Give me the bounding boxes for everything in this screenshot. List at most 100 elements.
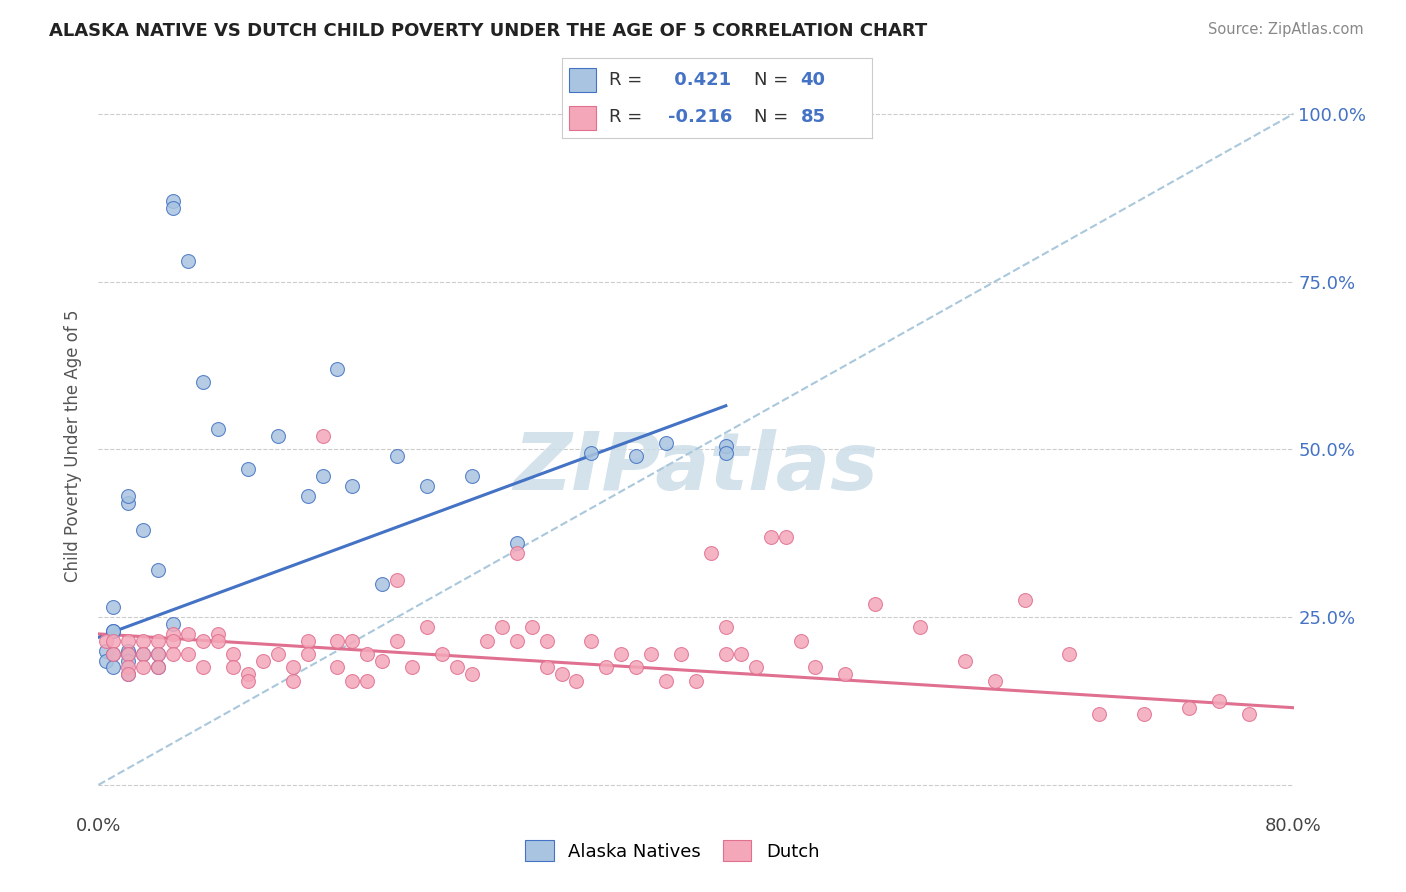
Point [581,633,603,648]
Point [326,660,349,674]
Point [103,647,125,661]
Point [626,449,648,463]
Point [297,647,319,661]
Point [730,647,752,661]
Point [953,654,976,668]
Point [506,633,529,648]
Text: R =: R = [609,70,648,88]
Text: N =: N = [754,108,794,126]
Point [669,647,692,661]
Point [177,627,200,641]
Point [311,469,333,483]
Point [475,633,498,648]
Point [1133,707,1156,722]
Text: Source: ZipAtlas.com: Source: ZipAtlas.com [1208,22,1364,37]
Point [117,633,139,648]
Point [714,647,737,661]
Point [297,489,319,503]
Point [117,647,139,661]
Point [148,647,170,661]
Point [267,647,290,661]
Point [326,361,349,376]
Point [132,633,155,648]
Point [236,667,259,681]
Point [506,546,529,560]
Point [177,254,200,268]
Text: -0.216: -0.216 [668,108,733,126]
Point [148,563,170,577]
Point [565,673,588,688]
Point [834,667,856,681]
Point [371,654,394,668]
Point [342,479,364,493]
Point [103,633,125,648]
Point [132,647,155,661]
Point [446,660,468,674]
Point [162,201,184,215]
Point [94,643,117,657]
Point [461,667,484,681]
Point [117,496,139,510]
Point [984,673,1007,688]
Point [416,620,439,634]
Point [162,194,184,208]
Text: 85: 85 [800,108,825,126]
Point [804,660,827,674]
Point [132,523,155,537]
Point [430,647,453,661]
Point [252,654,274,668]
Point [117,667,139,681]
Point [191,376,214,390]
Point [655,673,678,688]
Point [177,647,200,661]
Point [162,627,184,641]
Point [117,643,139,657]
Point [745,660,768,674]
Point [103,600,125,615]
Point [103,624,125,638]
Point [759,530,782,544]
Point [222,647,245,661]
Point [416,479,439,493]
Point [281,673,304,688]
Point [491,620,513,634]
Point [342,673,364,688]
Point [267,429,290,443]
Point [506,536,529,550]
Point [162,616,184,631]
Point [117,647,139,661]
Point [714,620,737,634]
Point [1088,707,1111,722]
Point [385,633,409,648]
Point [908,620,931,634]
Point [117,667,139,681]
Point [94,633,117,648]
Point [385,573,409,587]
Point [714,446,737,460]
Point [865,597,887,611]
Point [536,633,558,648]
Point [581,446,603,460]
Legend: Alaska Natives, Dutch: Alaska Natives, Dutch [517,833,827,869]
Point [117,489,139,503]
Point [775,530,797,544]
Point [191,633,214,648]
Point [148,647,170,661]
Point [342,633,364,648]
Point [461,469,484,483]
Point [162,647,184,661]
Point [326,633,349,648]
Point [103,624,125,638]
Text: 40: 40 [800,70,825,88]
Point [626,660,648,674]
Point [132,660,155,674]
Point [236,462,259,476]
Text: ZIPatlas: ZIPatlas [513,429,879,507]
Text: ALASKA NATIVE VS DUTCH CHILD POVERTY UNDER THE AGE OF 5 CORRELATION CHART: ALASKA NATIVE VS DUTCH CHILD POVERTY UND… [49,22,928,40]
Point [148,660,170,674]
Point [103,647,125,661]
Point [640,647,662,661]
Point [132,647,155,661]
Point [94,654,117,668]
Point [311,429,333,443]
